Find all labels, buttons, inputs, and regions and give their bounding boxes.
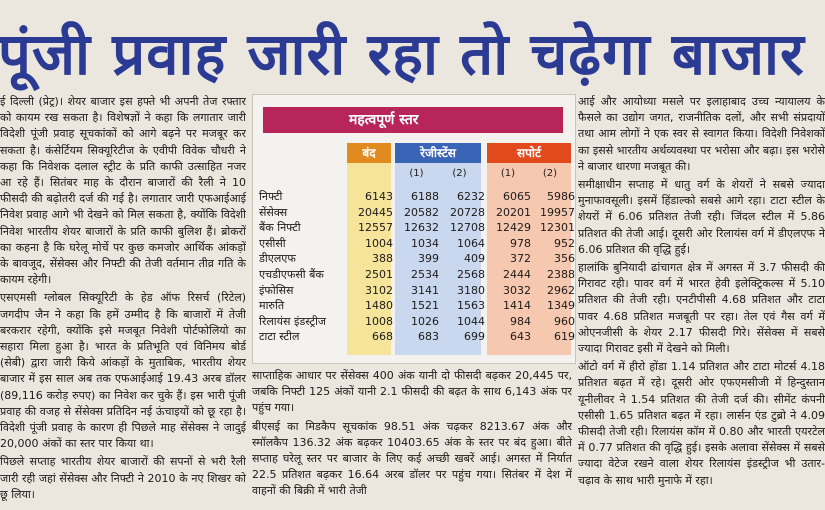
article-column-right: आई और आयोध्या मसले पर इलाहाबाद उच्च न्या…	[578, 94, 825, 510]
support-2-value: 19957	[540, 205, 575, 219]
resistance-2-value: 1064	[457, 236, 485, 250]
article-paragraph: हालांकि बुनियादी ढांचागत क्षेत्र में अगस…	[578, 261, 825, 356]
resistance-2-value: 1044	[457, 314, 485, 328]
support-1-value: 6065	[503, 190, 531, 203]
resistance-2-value: 2568	[457, 267, 485, 281]
resistance-1-value: 399	[418, 252, 439, 266]
stock-name: इंफोसिस	[259, 283, 294, 297]
close-value: 1480	[365, 299, 393, 313]
table-row: सेंसेक्स 20445 20582 20728 20201 19957	[259, 205, 575, 221]
close-value: 668	[372, 330, 393, 344]
support-1-value: 2444	[503, 267, 531, 281]
resistance-1-value: 12632	[404, 221, 439, 235]
support-2-value: 2388	[547, 267, 575, 281]
support-1-value: 12429	[496, 221, 531, 235]
resistance-column-band	[395, 143, 481, 355]
table-row: इंफोसिस 3102 3141 3180 3032 2962	[259, 283, 575, 299]
subheader-support-2: (2)	[542, 168, 558, 179]
article-paragraph: बीएसई का मिडकैप सूचकांक 98.51 अंक चढ़कर …	[252, 419, 572, 498]
resistance-1-value: 1026	[411, 314, 439, 328]
resistance-1-value: 2534	[411, 267, 439, 281]
header-resistance: रेजीस्टेंस	[395, 143, 481, 163]
resistance-1-value: 683	[418, 330, 439, 344]
support-2-value: 12301	[540, 221, 575, 235]
article-paragraph: साप्ताहिक आधार पर सेंसेक्स 400 अंक यानी …	[252, 369, 572, 415]
subheader-resistance-1: (1)	[409, 168, 424, 179]
resistance-1-value: 3141	[411, 283, 439, 297]
close-value: 1008	[365, 314, 393, 328]
article-paragraph: पिछले सप्ताह भारतीय शेयर बाजारों की सपनो…	[0, 455, 246, 501]
stock-name: डीएलएफ	[259, 252, 296, 266]
close-value: 388	[372, 252, 393, 266]
close-value: 6143	[365, 190, 393, 203]
support-1-value: 978	[510, 236, 531, 250]
table-row: रिलायंस इंडस्ट्रीज 1008 1026 1044 984 960	[259, 314, 575, 330]
resistance-2-value: 1563	[457, 299, 485, 313]
article-paragraph: समीक्षाधीन सप्ताह में धातु वर्ग के शेयरो…	[578, 178, 825, 256]
table-row: एचडीएफसी बैंक 2501 2534 2568 2444 2388	[259, 267, 575, 283]
article-column-middle: साप्ताहिक आधार पर सेंसेक्स 400 अंक यानी …	[252, 368, 572, 510]
table-body: निफ्टी 6143 6188 6232 6065 5986 सेंसेक्स 20445…	[259, 189, 575, 345]
close-value: 2501	[365, 267, 393, 281]
key-levels-table: महत्वपूर्ण स्तर बंद रेजीस्टेंस सपोर्ट (1…	[252, 94, 576, 364]
headline-banner: पूंजी प्रवाह जारी रहा तो चढ़ेगा बाजार	[0, 0, 825, 92]
support-1-value: 3032	[503, 283, 531, 297]
article-paragraph: आई और आयोध्या मसले पर इलाहाबाद उच्च न्या…	[578, 95, 825, 173]
header-support: सपोर्ट	[487, 143, 571, 163]
resistance-2-value: 20728	[450, 205, 485, 219]
support-2-value: 960	[554, 314, 575, 328]
header-close: बंद	[347, 143, 391, 163]
support-2-value: 356	[554, 252, 575, 266]
stock-name: निफ्टी	[259, 190, 283, 203]
article-paragraph: ऑटो वर्ग में हीरो होंडा 1.14 प्रतिशत और …	[578, 360, 825, 487]
subheader-support-1: (1)	[500, 168, 516, 179]
table-title: महत्वपूर्ण स्तर	[263, 107, 563, 133]
stock-name: एचडीएफसी बैंक	[259, 267, 324, 281]
support-1-value: 372	[510, 252, 531, 266]
close-value: 20445	[358, 205, 393, 219]
resistance-2-value: 12708	[450, 221, 485, 235]
stock-name: सेंसेक्स	[259, 205, 288, 219]
close-column-band	[347, 143, 391, 355]
subheader-resistance-2: (2)	[452, 168, 467, 179]
stock-name: रिलायंस इंडस्ट्रीज	[259, 314, 327, 328]
support-2-value: 619	[554, 330, 575, 344]
support-2-value: 5986	[547, 190, 575, 203]
table-row: डीएलएफ 388 399 409 372 356	[259, 251, 575, 267]
support-2-value: 952	[554, 236, 575, 250]
article-paragraph: एसएमसी ग्लोबल सिक्यूरिटी के हेड ऑफ रिसर्…	[0, 291, 246, 451]
stock-name: टाटा स्टील	[259, 330, 300, 344]
stock-name: मारुति	[259, 299, 285, 313]
stock-name: एसीसी	[259, 236, 286, 250]
support-2-value: 1349	[547, 299, 575, 313]
resistance-2-value: 409	[464, 252, 485, 266]
stock-name: बैंक निफ्टी	[259, 221, 301, 235]
headline-text: पूंजी प्रवाह जारी रहा तो चढ़ेगा बाजार	[0, 20, 805, 88]
support-1-value: 643	[510, 330, 531, 344]
article-column-left: ई दिल्ली (प्रेट्र)। शेयर बाजार इस हफ्ते …	[0, 94, 246, 510]
close-value: 12557	[358, 221, 393, 235]
resistance-1-value: 6188	[411, 190, 439, 203]
support-1-value: 984	[510, 314, 531, 328]
close-value: 1004	[365, 236, 393, 250]
table-row: मारुति 1480 1521 1563 1414 1349	[259, 298, 575, 314]
table-row: निफ्टी 6143 6188 6232 6065 5986	[259, 189, 575, 205]
table-row: बैंक निफ्टी 12557 12632 12708 12429 12301	[259, 220, 575, 236]
support-column-band	[487, 143, 571, 355]
support-2-value: 2962	[547, 283, 575, 297]
resistance-2-value: 3180	[457, 283, 485, 297]
resistance-2-value: 699	[464, 330, 485, 344]
close-value: 3102	[365, 283, 393, 297]
support-1-value: 1414	[503, 299, 531, 313]
resistance-2-value: 6232	[457, 190, 485, 203]
resistance-1-value: 1521	[411, 299, 439, 313]
table-row: एसीसी 1004 1034 1064 978 952	[259, 236, 575, 252]
resistance-1-value: 20582	[404, 205, 439, 219]
support-1-value: 20201	[496, 205, 531, 219]
table-row: टाटा स्टील 668 683 699 643 619	[259, 329, 575, 345]
resistance-1-value: 1034	[411, 236, 439, 250]
article-paragraph: ई दिल्ली (प्रेट्र)। शेयर बाजार इस हफ्ते …	[0, 95, 246, 287]
